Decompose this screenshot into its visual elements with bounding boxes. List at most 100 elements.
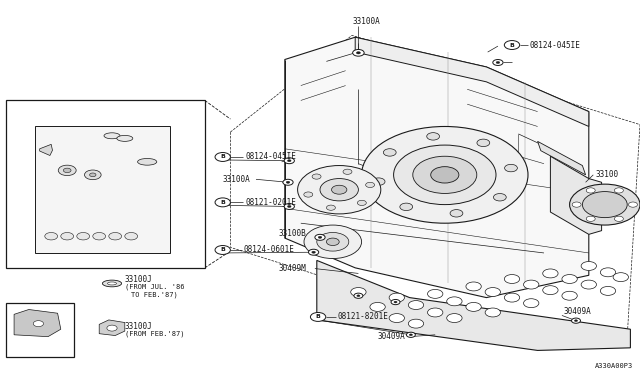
Text: B: B: [220, 247, 225, 253]
Circle shape: [466, 302, 481, 311]
Circle shape: [400, 203, 413, 211]
Circle shape: [504, 41, 520, 49]
Circle shape: [524, 299, 539, 308]
Circle shape: [562, 275, 577, 283]
Circle shape: [310, 312, 326, 321]
Text: A330A00P3: A330A00P3: [595, 363, 634, 369]
Text: (FROM FEB.'87): (FROM FEB.'87): [125, 331, 184, 337]
Circle shape: [394, 145, 496, 205]
Circle shape: [365, 182, 374, 187]
Circle shape: [389, 293, 404, 302]
Circle shape: [356, 52, 360, 54]
Circle shape: [493, 60, 503, 65]
Circle shape: [287, 205, 291, 208]
Circle shape: [353, 49, 364, 56]
Circle shape: [125, 232, 138, 240]
Circle shape: [77, 232, 90, 240]
Circle shape: [614, 188, 623, 193]
Circle shape: [562, 291, 577, 300]
Circle shape: [304, 192, 313, 197]
Text: 08124-045IE: 08124-045IE: [245, 153, 296, 161]
Circle shape: [572, 318, 580, 323]
Circle shape: [357, 295, 360, 296]
Circle shape: [61, 232, 74, 240]
Text: 30409M: 30409M: [278, 264, 306, 273]
Circle shape: [38, 115, 49, 122]
Circle shape: [408, 301, 424, 310]
Text: 30409A: 30409A: [563, 307, 591, 316]
Text: 32712N: 32712N: [14, 148, 40, 154]
Text: 08121-8201E: 08121-8201E: [338, 312, 388, 321]
Circle shape: [63, 168, 71, 173]
Text: 33100J: 33100J: [125, 322, 152, 331]
Text: TO FEB.'87): TO FEB.'87): [131, 291, 178, 298]
Circle shape: [215, 246, 230, 254]
Circle shape: [357, 200, 366, 205]
Polygon shape: [285, 37, 589, 298]
Circle shape: [215, 153, 230, 161]
Circle shape: [572, 202, 581, 207]
Ellipse shape: [117, 135, 133, 141]
Circle shape: [312, 174, 321, 179]
Circle shape: [286, 181, 290, 183]
Circle shape: [408, 319, 424, 328]
Bar: [6, 100, 205, 268]
Circle shape: [283, 179, 293, 185]
Circle shape: [326, 238, 339, 246]
Circle shape: [581, 280, 596, 289]
Circle shape: [496, 61, 500, 64]
Circle shape: [343, 169, 352, 174]
Circle shape: [600, 268, 616, 277]
Circle shape: [326, 205, 335, 210]
Circle shape: [354, 293, 363, 298]
Circle shape: [215, 198, 230, 207]
Circle shape: [586, 188, 595, 193]
Text: 33100: 33100: [595, 170, 618, 179]
Circle shape: [389, 314, 404, 323]
Circle shape: [298, 166, 381, 214]
Circle shape: [317, 232, 349, 251]
Circle shape: [570, 184, 640, 225]
Text: B: B: [220, 154, 225, 160]
Circle shape: [543, 286, 558, 295]
Circle shape: [447, 297, 462, 306]
Circle shape: [410, 334, 412, 336]
Circle shape: [485, 308, 500, 317]
Circle shape: [428, 289, 443, 298]
Circle shape: [284, 203, 294, 209]
Text: 33100B: 33100B: [278, 229, 306, 238]
Text: 08124-0601E: 08124-0601E: [244, 246, 294, 254]
Circle shape: [504, 164, 517, 172]
Text: 08121-0201E: 08121-0201E: [245, 198, 296, 207]
Polygon shape: [40, 144, 52, 155]
Text: C3155: C3155: [10, 350, 31, 356]
Bar: [6, 303, 74, 357]
Circle shape: [428, 308, 443, 317]
Circle shape: [287, 160, 291, 162]
Circle shape: [109, 232, 122, 240]
Ellipse shape: [138, 158, 157, 165]
Circle shape: [315, 234, 325, 240]
Circle shape: [318, 236, 322, 238]
Circle shape: [284, 158, 294, 164]
Circle shape: [600, 286, 616, 295]
Circle shape: [93, 232, 106, 240]
Circle shape: [447, 314, 462, 323]
Circle shape: [304, 225, 362, 259]
Circle shape: [582, 192, 627, 218]
Circle shape: [383, 149, 396, 156]
Circle shape: [40, 108, 54, 116]
Circle shape: [45, 232, 58, 240]
Circle shape: [614, 216, 623, 221]
Circle shape: [431, 167, 459, 183]
Circle shape: [524, 280, 539, 289]
Polygon shape: [99, 320, 125, 336]
Circle shape: [42, 117, 45, 119]
Circle shape: [575, 320, 577, 321]
Circle shape: [628, 202, 637, 207]
Circle shape: [312, 251, 316, 253]
Circle shape: [413, 156, 477, 193]
Text: 30409A: 30409A: [378, 332, 405, 341]
Text: 32702M: 32702M: [138, 161, 163, 167]
Polygon shape: [317, 260, 630, 350]
